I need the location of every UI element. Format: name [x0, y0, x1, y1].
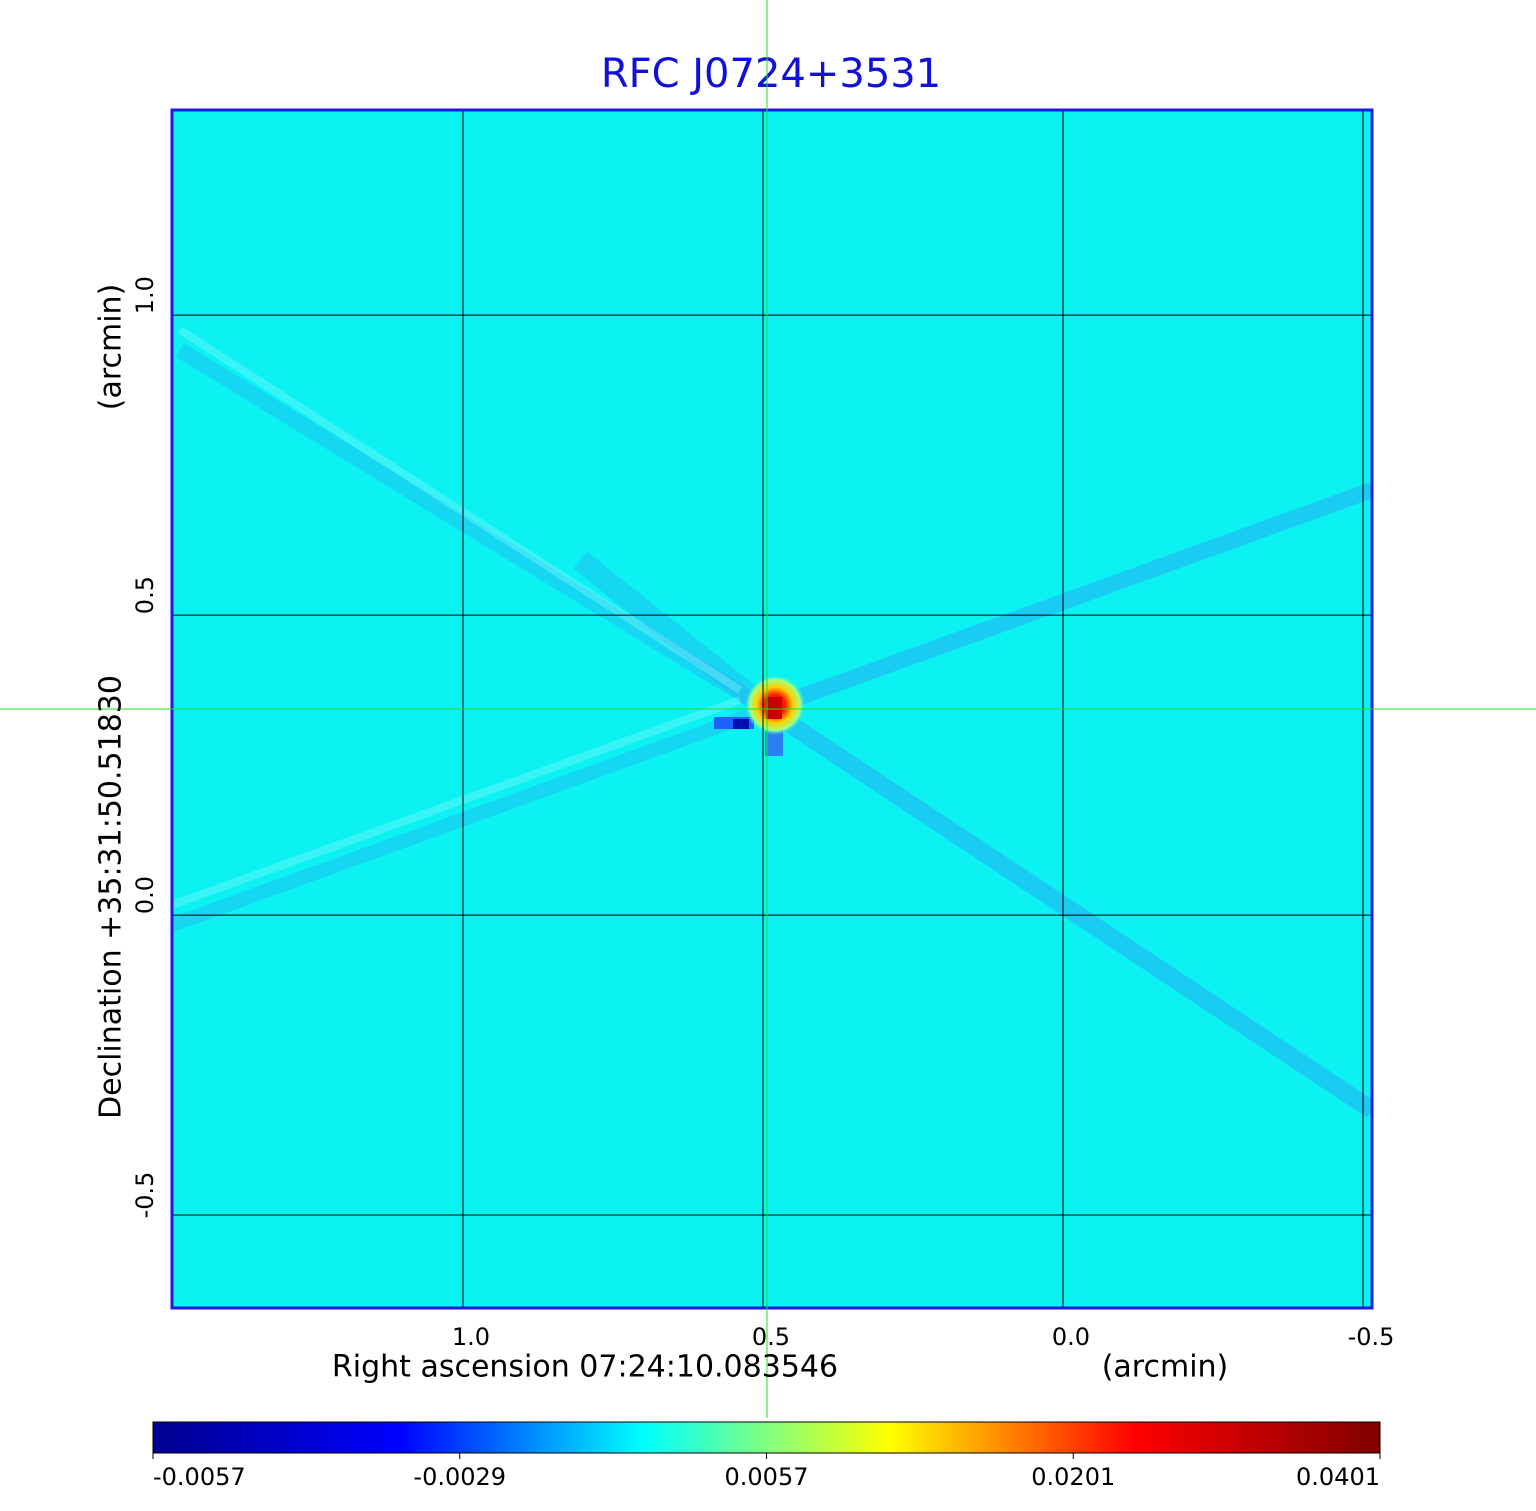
colorbar-tick-label: 0.0401: [1296, 1463, 1380, 1491]
colorbar-tick-label: -0.0029: [413, 1463, 506, 1491]
y-axis-label: Declination +35:31:50.51830: [94, 675, 129, 1119]
x-axis-label: Right ascension 07:24:10.083546: [332, 1350, 838, 1385]
colorbar-tick-label: 0.0057: [725, 1463, 809, 1491]
x-axis-unit: (arcmin): [1102, 1350, 1229, 1385]
colorbar-tick-label: 0.0201: [1031, 1463, 1115, 1491]
y-tick-label: 0.5: [131, 576, 159, 614]
sidelobes: [172, 343, 1372, 1118]
y-axis-unit: (arcmin): [94, 284, 129, 411]
x-tick-label: -0.5: [1348, 1323, 1395, 1351]
y-tick-label: 1.0: [131, 276, 159, 314]
y-tick-label: -0.5: [131, 1172, 159, 1219]
x-tick-label: 0.0: [1052, 1323, 1090, 1351]
chart-title: RFC J0724+3531: [601, 51, 941, 97]
colorbar-tick-label: -0.0057: [153, 1463, 246, 1491]
colorbar: [152, 1421, 1381, 1454]
x-tick-label: 0.5: [752, 1323, 790, 1351]
source: [714, 675, 805, 756]
y-tick-label: 0.0: [131, 876, 159, 914]
x-tick-label: 1.0: [452, 1323, 490, 1351]
